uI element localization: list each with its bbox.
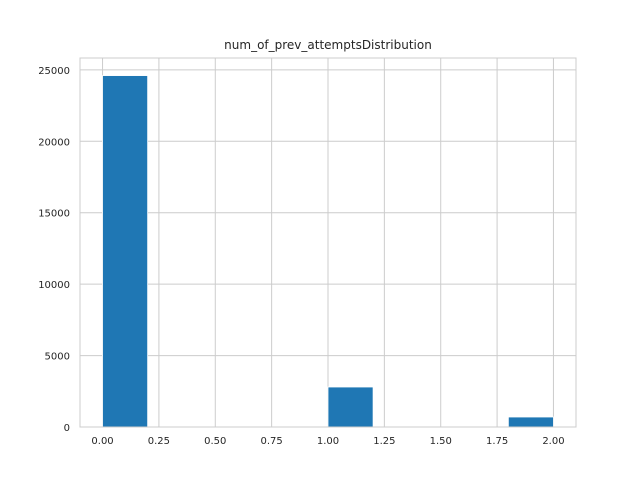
x-tick-label: 1.00 (317, 436, 339, 447)
y-tick-label: 15000 (38, 209, 70, 220)
x-tick-label: 0.50 (204, 436, 226, 447)
x-tick-label: 1.50 (430, 436, 452, 447)
y-axis-ticks: 0 5000 10000 15000 20000 25000 (38, 66, 70, 434)
x-tick-label: 2.00 (542, 436, 564, 447)
y-tick-label: 10000 (38, 280, 70, 291)
y-tick-label: 25000 (38, 66, 70, 77)
x-tick-label: 0.75 (261, 436, 283, 447)
histogram-bar (102, 75, 149, 428)
bars-group (102, 75, 554, 428)
x-tick-label: 1.75 (486, 436, 508, 447)
x-tick-label: 0.00 (91, 436, 113, 447)
y-tick-label: 0 (64, 423, 70, 434)
histogram-bar (507, 416, 554, 428)
histogram-bar (327, 386, 374, 428)
x-tick-label: 1.25 (373, 436, 395, 447)
plot-frame (79, 57, 577, 428)
x-tick-label: 0.25 (148, 436, 170, 447)
y-tick-label: 5000 (45, 352, 70, 363)
grid-lines (80, 58, 576, 428)
x-axis-ticks: 0.00 0.25 0.50 0.75 1.00 1.25 1.50 1.75 2.00 (91, 436, 564, 447)
chart-title: num_of_prev_attemptsDistribution (224, 38, 432, 52)
y-tick-label: 20000 (38, 137, 70, 148)
